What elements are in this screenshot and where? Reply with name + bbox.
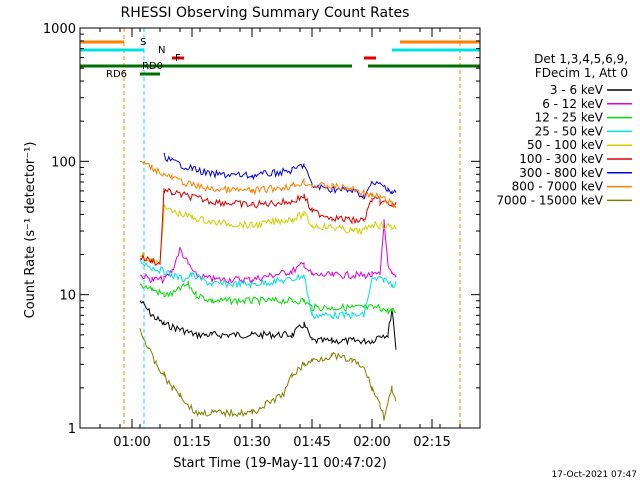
series-layer [139,152,397,421]
x-tick-label: 01:45 [293,435,330,450]
legend: Det 1,3,4,5,6,9,FDecim 1, Att 0 3 - 6 keV… [496,52,632,207]
series-line-7 [163,152,397,200]
x-tick-label: 02:00 [353,435,390,450]
series-line-4 [139,258,397,320]
x-tick-label: 01:30 [233,435,270,450]
x-tick-label: 01:00 [113,435,150,450]
chart-title: RHESSI Observing Summary Count Rates [121,5,410,21]
x-axis-label: Start Time (19-May-11 00:47:02) [173,456,387,471]
legend-label: 3 - 6 keV [550,83,604,97]
legend-label: 6 - 12 keV [542,97,604,111]
y-tick-label: 100 [51,155,76,170]
vertical-marker-layer [123,28,461,428]
flag-label-f: F [175,53,181,64]
flag-layer: S NF RD0 RD6 [80,37,480,80]
legend-label: 300 - 800 keV [519,166,603,180]
y-tick-label: 1000 [43,22,76,37]
footer-date: 17-Oct-2021 07:47 [552,470,637,480]
series-line-1 [139,300,397,350]
series-line-5 [139,203,397,267]
flag-label-n: N [158,45,165,56]
legend-label: 12 - 25 keV [535,111,604,125]
x-tick-label: 01:15 [173,435,210,450]
legend-label: 800 - 7000 keV [512,180,604,194]
flag-label-rd6: RD6 [106,69,127,80]
flag-label-s: S [140,37,146,48]
x-tick-label: 02:15 [413,435,450,450]
series-line-2 [139,219,397,285]
axes-layer: 1 10 100 1000 01:00 01:15 01:30 01:45 02:00 02:15 [43,22,481,450]
legend-label: 7000 - 15000 keV [496,193,603,207]
legend-label: 25 - 50 keV [535,124,604,138]
series-line-9 [139,328,397,421]
series-line-8 [139,160,397,209]
series-line-6 [139,187,397,266]
y-axis-label: Count Rate (s⁻¹ detector⁻¹) [23,142,38,319]
y-tick-label: 10 [59,289,76,304]
legend-header-line: FDecim 1, Att 0 [535,66,628,80]
legend-header-line: Det 1,3,4,5,6,9, [534,52,628,66]
flag-label-rd0: RD0 [142,61,163,72]
y-tick-label: 1 [68,422,76,437]
legend-label: 50 - 100 keV [527,138,604,152]
legend-label: 100 - 300 keV [519,152,603,166]
series-line-3 [139,280,397,315]
plot-frame [79,27,481,429]
